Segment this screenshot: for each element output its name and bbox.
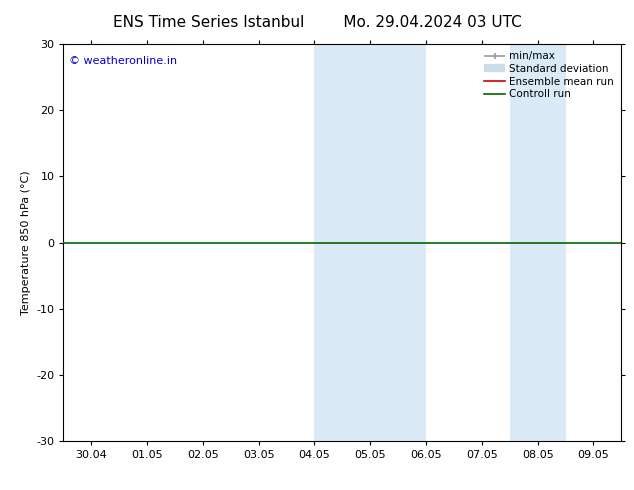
Y-axis label: Temperature 850 hPa (°C): Temperature 850 hPa (°C) (21, 170, 30, 315)
Bar (510, 44, 566, 441)
Text: ENS Time Series Istanbul        Mo. 29.04.2024 03 UTC: ENS Time Series Istanbul Mo. 29.04.2024 … (113, 15, 521, 30)
Legend: min/max, Standard deviation, Ensemble mean run, Controll run: min/max, Standard deviation, Ensemble me… (482, 49, 616, 101)
Text: © weatheronline.in: © weatheronline.in (69, 56, 177, 66)
Bar (370, 44, 426, 441)
Bar (314, 44, 370, 441)
